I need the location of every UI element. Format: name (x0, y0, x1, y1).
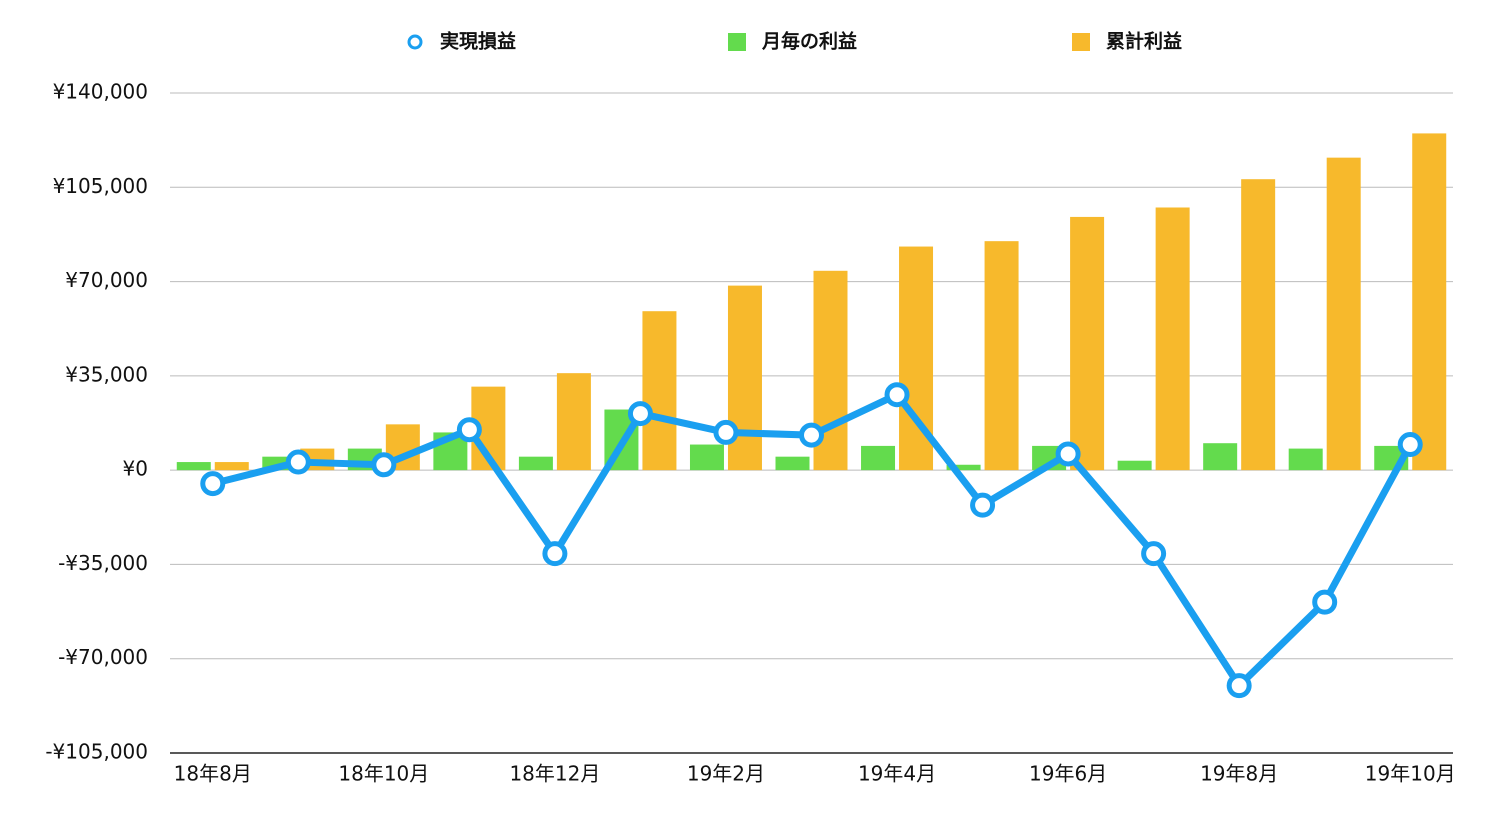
line-marker (884, 382, 910, 408)
bar (861, 445, 896, 471)
line-marker (799, 422, 824, 448)
bar (1203, 443, 1238, 471)
y-tick-label: -¥70,000 (58, 645, 148, 669)
y-tick-label: ¥105,000 (53, 174, 148, 198)
x-tick-label: 19年4月 (858, 762, 936, 786)
bar (1155, 207, 1190, 471)
x-tick-label: 19年8月 (1200, 762, 1278, 786)
bar (1326, 157, 1361, 471)
x-tick-label: 19年2月 (687, 762, 765, 786)
bar (176, 462, 211, 471)
bar (1288, 448, 1323, 471)
legend-label: 累計利益 (1106, 30, 1182, 53)
legend-marker (1072, 33, 1090, 51)
x-tick-label: 18年10月 (338, 762, 429, 786)
x-tick-label: 19年10月 (1365, 762, 1456, 786)
line-marker (1397, 432, 1423, 458)
bar (689, 444, 724, 471)
x-tick-label: 18年12月 (509, 762, 600, 786)
line-marker (1312, 589, 1338, 615)
bar (1412, 133, 1447, 471)
line-marker (1141, 541, 1167, 567)
y-tick-label: ¥0 (123, 457, 148, 481)
line-marker (456, 417, 482, 443)
line-marker (285, 449, 311, 475)
y-tick-label: -¥105,000 (45, 740, 148, 764)
legend-marker (407, 34, 423, 50)
bar (775, 456, 810, 471)
legend-marker (728, 33, 746, 51)
line-marker (542, 541, 568, 567)
line-marker (627, 401, 653, 427)
bar (1241, 179, 1276, 471)
bar (642, 311, 677, 471)
line-marker (1226, 673, 1252, 699)
y-tick-label: ¥70,000 (65, 268, 148, 292)
x-tick-label: 18年8月 (174, 762, 252, 786)
y-tick-label: ¥35,000 (65, 362, 148, 386)
bar (1070, 216, 1105, 471)
line-marker (1055, 441, 1081, 467)
y-tick-label: -¥35,000 (58, 551, 148, 575)
line-marker (371, 452, 397, 478)
line-marker (200, 471, 226, 497)
bar (556, 373, 591, 471)
bar (984, 241, 1019, 471)
legend-label: 実現損益 (440, 30, 516, 53)
x-tick-label: 19年6月 (1029, 762, 1107, 786)
line-marker (713, 419, 739, 445)
legend-label: 月毎の利益 (761, 30, 857, 53)
bar (214, 462, 249, 471)
bar (1117, 460, 1152, 471)
bar (518, 456, 553, 471)
bar (946, 464, 981, 471)
line-marker (970, 492, 996, 518)
y-tick-label: ¥140,000 (53, 80, 148, 104)
